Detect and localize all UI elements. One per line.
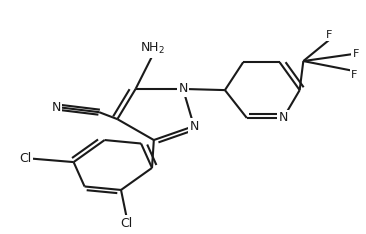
Text: N: N: [52, 101, 61, 114]
Text: N: N: [178, 82, 188, 95]
Text: Cl: Cl: [19, 152, 32, 165]
Text: N: N: [279, 111, 288, 124]
Text: F: F: [326, 30, 332, 40]
Text: F: F: [351, 70, 357, 80]
Text: Cl: Cl: [120, 217, 132, 230]
Text: F: F: [352, 49, 359, 59]
Text: N: N: [189, 120, 199, 133]
Text: NH$_2$: NH$_2$: [139, 41, 164, 56]
